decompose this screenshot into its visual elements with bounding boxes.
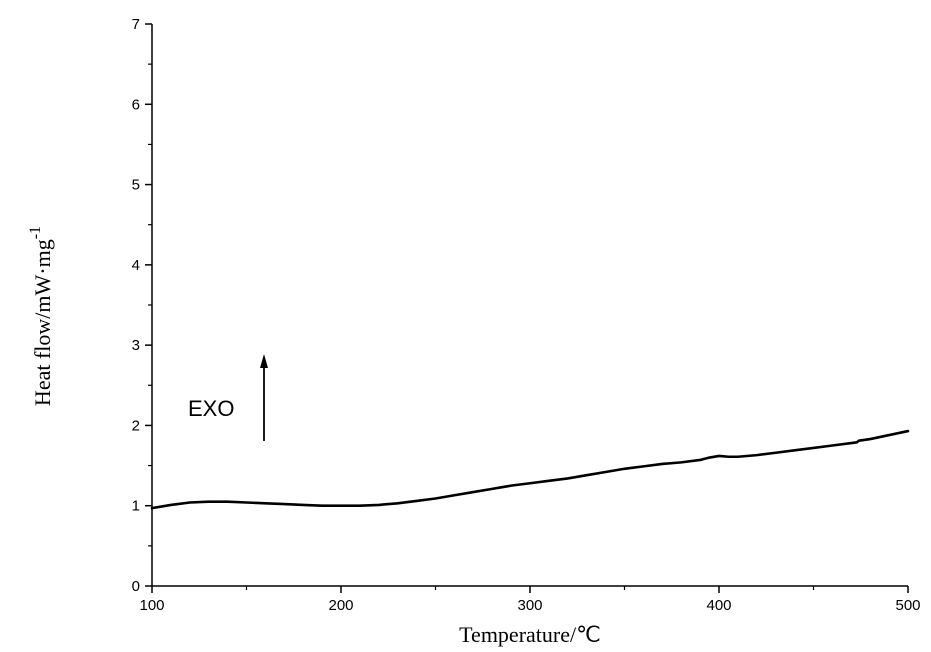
y-axis-title-main: Heat flow/mW·mg	[30, 239, 55, 406]
y-axis-title-group: Heat flow/mW·mg-1	[27, 226, 55, 406]
y-tick-label: 6	[132, 96, 140, 113]
y-tick-label: 7	[132, 16, 140, 33]
x-tick-label: 100	[139, 597, 164, 614]
y-axis-title: Heat flow/mW·mg-1	[27, 226, 55, 406]
x-tick-label: 400	[706, 597, 731, 614]
series-layer	[150, 429, 910, 510]
y-tick-label: 2	[132, 417, 140, 434]
x-ticks: 100 200 300 400 500	[139, 586, 921, 614]
exo-annotation: EXO	[188, 354, 268, 441]
y-tick-label: 3	[132, 337, 140, 354]
x-tick-label: 200	[328, 597, 353, 614]
y-axis-title-superscript: -1	[27, 226, 44, 239]
x-tick-label: 300	[517, 597, 542, 614]
y-tick-label: 5	[132, 177, 140, 194]
plot-area: 100 200 300 400 500 0 1 2 3 4 5 6 7	[132, 16, 921, 614]
x-tick-label: 500	[895, 597, 920, 614]
heat-flow-series-line	[150, 429, 910, 510]
y-tick-label: 1	[132, 498, 140, 515]
y-tick-label: 4	[132, 257, 140, 274]
exo-arrow-head	[260, 354, 268, 368]
y-ticks: 0 1 2 3 4 5 6 7	[132, 16, 152, 595]
y-tick-label: 0	[132, 578, 140, 595]
exo-label: EXO	[188, 396, 234, 421]
x-axis-title: Temperature/℃	[459, 622, 601, 647]
